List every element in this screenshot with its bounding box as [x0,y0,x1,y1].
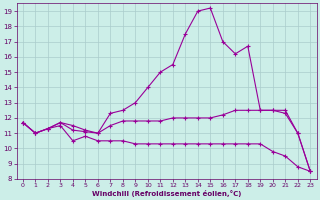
X-axis label: Windchill (Refroidissement éolien,°C): Windchill (Refroidissement éolien,°C) [92,190,241,197]
